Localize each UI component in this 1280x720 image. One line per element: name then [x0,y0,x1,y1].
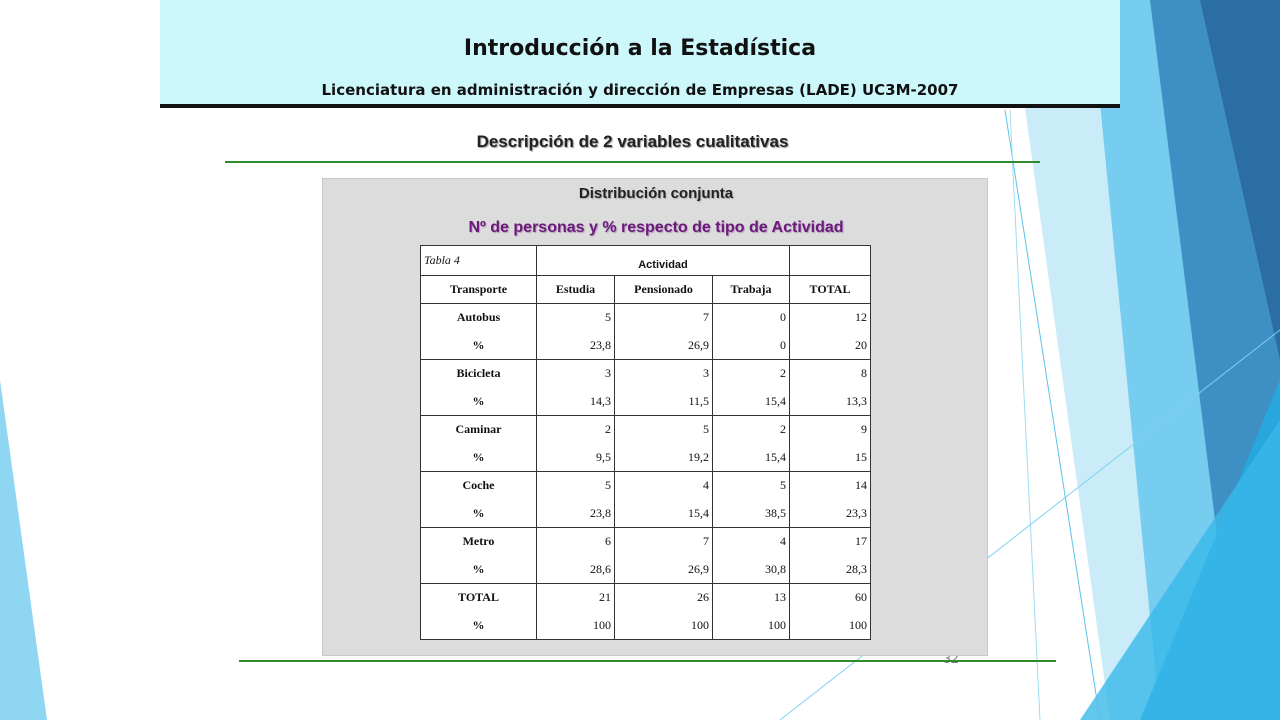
row-label-cell: % [420,331,537,360]
page-subtitle: Licenciatura en administración y direcci… [321,81,959,99]
value-cell: 21 [536,583,615,612]
thin-line-1 [1004,109,1101,720]
bottom-cyan-wedge [1080,420,1280,720]
table-caption: Tabla 4 [420,245,537,276]
value-cell: 17 [789,527,871,556]
value-cell: 7 [614,527,713,556]
value-cell: 13 [712,583,790,612]
table-row: Caminar 2 5 2 9 [420,415,871,444]
value-cell: 5 [712,471,790,500]
row-label-cell: % [420,499,537,528]
value-cell: 38,5 [712,499,790,528]
value-cell: 5 [536,471,615,500]
table-row: % 23,8 15,4 38,5 23,3 [420,499,871,528]
col-header-pensionado: Pensionado [614,275,713,304]
section-title: Descripción de 2 variables cualitativas [476,132,789,151]
value-cell: 26 [614,583,713,612]
value-cell: 11,5 [614,387,713,416]
table-caption-row: Tabla 4 Actividad [420,245,871,276]
bottom-green-rule [239,660,1056,662]
table-row: TOTAL 21 26 13 60 [420,583,871,612]
value-cell: 100 [536,611,615,640]
right-dark-panel [1200,0,1280,360]
empty-header-cell [789,245,871,276]
joint-distribution-table: Tabla 4 Actividad Transporte Estudia Pen… [420,245,871,640]
col-header-total: TOTAL [789,275,871,304]
value-cell: 14,3 [536,387,615,416]
value-cell: 2 [712,359,790,388]
value-cell: 100 [712,611,790,640]
page-title: Introducción a la Estadística [463,36,817,61]
value-cell: 23,8 [536,331,615,360]
value-cell: 7 [614,303,713,332]
table-row: % 100 100 100 100 [420,611,871,640]
table-row: % 9,5 19,2 15,4 15 [420,443,871,472]
value-cell: 13,3 [789,387,871,416]
value-cell: 4 [712,527,790,556]
thin-line-2 [1009,109,1041,720]
value-cell: 19,2 [614,443,713,472]
table-row: Bicicleta 3 3 2 8 [420,359,871,388]
value-cell: 14 [789,471,871,500]
table-panel: Distribución conjunta Nº de personas y %… [322,178,988,656]
value-cell: 23,8 [536,499,615,528]
value-cell: 100 [789,611,871,640]
row-label-cell: Metro [420,527,537,556]
table-row: % 23,8 26,9 0 20 [420,331,871,360]
col-header-transporte: Transporte [420,275,537,304]
row-label-cell: % [420,443,537,472]
value-cell: 6 [536,527,615,556]
row-label-cell: Autobus [420,303,537,332]
group-header-actividad: Actividad [536,245,790,276]
value-cell: 3 [614,359,713,388]
col-header-estudia: Estudia [536,275,615,304]
row-label-cell: % [420,387,537,416]
value-cell: 5 [536,303,615,332]
value-cell: 4 [614,471,713,500]
row-label-cell: Bicicleta [420,359,537,388]
value-cell: 15,4 [712,387,790,416]
value-cell: 0 [712,331,790,360]
column-header-row: Transporte Estudia Pensionado Trabaja TO… [420,275,871,304]
row-label-cell: Coche [420,471,537,500]
table-row: % 28,6 26,9 30,8 28,3 [420,555,871,584]
value-cell: 26,9 [614,331,713,360]
value-cell: 100 [614,611,713,640]
row-label-cell: TOTAL [420,583,537,612]
value-cell: 26,9 [614,555,713,584]
value-cell: 0 [712,303,790,332]
top-green-rule [225,161,1040,163]
value-cell: 12 [789,303,871,332]
value-cell: 2 [536,415,615,444]
value-cell: 2 [712,415,790,444]
header-banner: Introducción a la Estadística Licenciatu… [160,0,1120,105]
panel-title: Distribución conjunta [578,185,734,202]
value-cell: 9 [789,415,871,444]
value-cell: 20 [789,331,871,360]
value-cell: 15 [789,443,871,472]
panel-subtitle: Nº de personas y % respecto de tipo de A… [468,219,844,236]
value-cell: 15,4 [712,443,790,472]
value-cell: 28,6 [536,555,615,584]
value-cell: 23,3 [789,499,871,528]
row-label-cell: % [420,555,537,584]
value-cell: 8 [789,359,871,388]
table-row: Metro 6 7 4 17 [420,527,871,556]
row-label-cell: Caminar [420,415,537,444]
value-cell: 30,8 [712,555,790,584]
value-cell: 15,4 [614,499,713,528]
value-cell: 5 [614,415,713,444]
value-cell: 3 [536,359,615,388]
value-cell: 60 [789,583,871,612]
row-label-cell: % [420,611,537,640]
value-cell: 28,3 [789,555,871,584]
table-row: % 14,3 11,5 15,4 13,3 [420,387,871,416]
col-header-trabaja: Trabaja [712,275,790,304]
table-row: Autobus 5 7 0 12 [420,303,871,332]
table-row: Coche 5 4 5 14 [420,471,871,500]
header-rule [160,104,1120,108]
left-light-wedge [0,380,47,720]
value-cell: 9,5 [536,443,615,472]
